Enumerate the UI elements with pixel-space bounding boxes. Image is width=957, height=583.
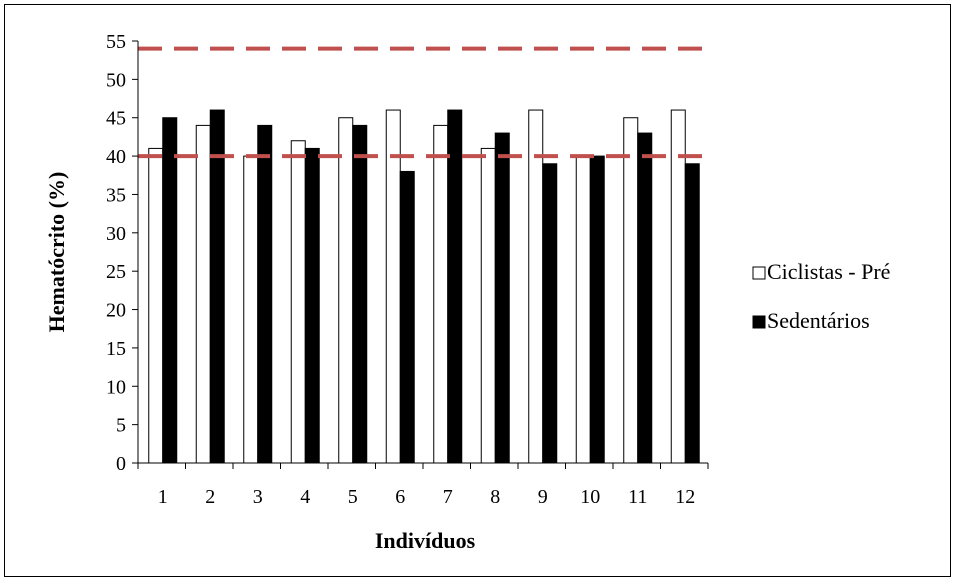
x-ticks-layer: 1 2 3 4 5 6 7 8 9 10 11 12 — [137, 463, 709, 508]
bar-ciclistas — [670, 109, 686, 464]
reference-lines-layer — [138, 46, 708, 159]
bar-sedentarios — [304, 147, 320, 464]
y-tick-label: 20 — [106, 300, 126, 322]
legend-swatch-sedentarios — [752, 315, 766, 329]
bar-ciclistas — [623, 117, 639, 464]
x-tick-label: 11 — [628, 486, 647, 508]
bar-sedentarios — [542, 163, 558, 464]
bars-layer — [148, 109, 700, 464]
bar-sedentarios — [352, 124, 368, 464]
x-tick-label: 4 — [300, 486, 310, 508]
bar-sedentarios — [399, 170, 415, 464]
y-axis-title: Hematócrito (%) — [44, 172, 69, 333]
x-tick-label: 12 — [675, 486, 695, 508]
bar-ciclistas — [575, 155, 591, 464]
x-tick-label: 7 — [443, 486, 453, 508]
x-tick-label: 6 — [395, 486, 405, 508]
bar-sedentarios — [589, 155, 605, 464]
x-tick-label: 10 — [580, 486, 600, 508]
legend: Ciclistas - Pré Sedentários — [752, 259, 890, 333]
bar-sedentarios — [637, 132, 653, 464]
x-tick-label: 8 — [490, 486, 500, 508]
bar-sedentarios — [447, 109, 463, 464]
bar-ciclistas — [290, 140, 306, 464]
bar-ciclistas — [195, 124, 211, 464]
x-tick-label: 9 — [538, 486, 548, 508]
bar-ciclistas — [385, 109, 401, 464]
y-tick-label: 15 — [106, 338, 126, 360]
bar-sedentarios — [684, 163, 700, 464]
bar-sedentarios — [209, 109, 225, 464]
x-axis-title: Indivíduos — [375, 528, 476, 553]
y-tick-label: 10 — [106, 376, 126, 398]
legend-label-sedentarios: Sedentários — [767, 308, 870, 333]
x-tick-label: 5 — [348, 486, 358, 508]
y-tick-label: 25 — [106, 261, 126, 283]
bar-ciclistas — [243, 155, 259, 464]
bar-sedentarios — [257, 124, 273, 464]
bar-sedentarios — [162, 117, 178, 464]
x-tick-label: 3 — [253, 486, 263, 508]
y-tick-label: 55 — [106, 31, 126, 53]
y-tick-label: 0 — [116, 453, 126, 475]
y-tick-label: 5 — [116, 415, 126, 437]
legend-swatch-ciclistas — [752, 266, 766, 280]
bar-sedentarios — [494, 132, 510, 464]
y-tick-label: 45 — [106, 108, 126, 130]
y-tick-label: 40 — [106, 146, 126, 168]
x-tick-label: 2 — [205, 486, 215, 508]
bar-ciclistas — [528, 109, 544, 464]
y-tick-label: 50 — [106, 69, 126, 91]
bar-ciclistas — [148, 147, 164, 464]
bar-ciclistas — [480, 147, 496, 464]
y-ticks-layer: 0 5 10 15 20 25 30 35 40 45 50 55 — [106, 31, 138, 475]
bar-ciclistas — [338, 117, 354, 464]
bar-ciclistas — [433, 124, 449, 464]
y-tick-label: 30 — [106, 223, 126, 245]
legend-label-ciclistas: Ciclistas - Pré — [767, 259, 890, 284]
y-tick-label: 35 — [106, 184, 126, 206]
x-tick-label: 1 — [158, 486, 168, 508]
